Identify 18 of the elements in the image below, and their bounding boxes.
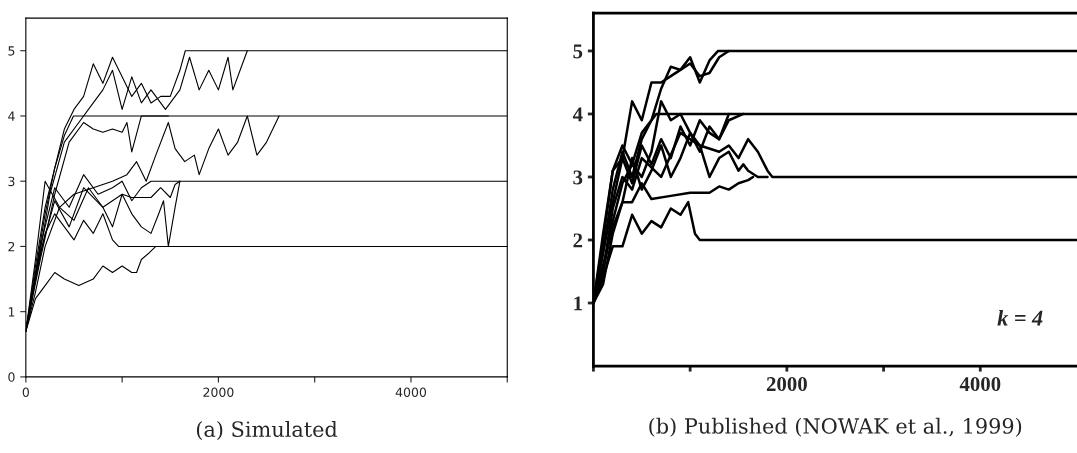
y-tick-label: 3 [8,176,15,187]
x-tick-label: 4000 [959,377,1001,392]
y-tick-label: 5 [8,46,15,56]
y-tick-label: 2 [573,233,583,248]
x-tick-label: 2000 [766,377,807,392]
text: (b) Published (NOWAK et al., 1999) [649,417,1022,437]
y-tick-label: 3 [573,170,583,185]
y-tick-label: 1 [8,307,15,317]
text: (a) Simulated [196,420,338,440]
x-tick-label: 2000 [203,387,234,397]
x-tick-label: 0 [22,387,29,397]
annotation: k = 4 [997,310,1043,326]
y-tick-label: 5 [573,44,583,59]
y-tick-label: 2 [8,241,15,252]
y-tick-label: 1 [574,296,582,311]
y-tick-label: 4 [8,111,15,121]
x-tick-label: 4000 [395,387,427,397]
y-tick-label: 4 [572,107,583,122]
